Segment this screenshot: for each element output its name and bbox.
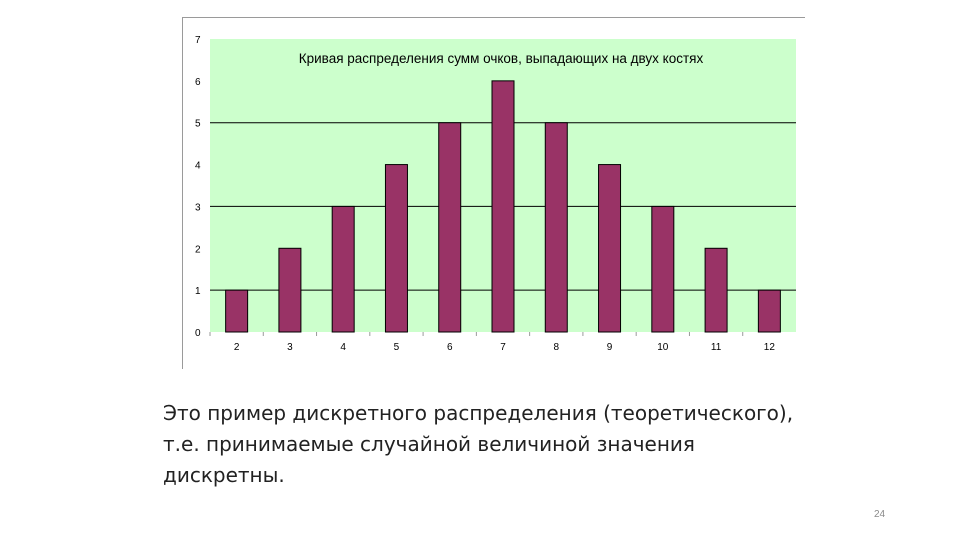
- x-tick-label: 7: [500, 342, 506, 353]
- y-tick-label: 3: [195, 202, 201, 213]
- y-tick-label: 6: [195, 77, 201, 88]
- bar-8: [544, 122, 568, 333]
- x-tick-label: 4: [340, 342, 346, 353]
- x-tick-label: 10: [657, 342, 669, 353]
- bar-7: [491, 80, 515, 333]
- bar-12: [757, 289, 781, 333]
- bar-6: [438, 122, 462, 333]
- x-axis-ticks: 2 3 4 5 6 7 8 9 10 11 12: [209, 332, 776, 353]
- bar-4: [331, 205, 355, 333]
- bar-5: [384, 164, 408, 333]
- y-tick-label: 7: [195, 35, 201, 46]
- x-tick-label: 3: [287, 342, 293, 353]
- page-number: 24: [874, 509, 886, 520]
- y-tick-label: 1: [195, 286, 201, 297]
- bar-10: [651, 205, 675, 333]
- bar-9: [598, 164, 622, 333]
- chart-title: Кривая распределения сумм очков, выпадаю…: [299, 51, 704, 66]
- y-tick-label: 5: [195, 119, 201, 130]
- bar-11: [704, 247, 728, 333]
- x-tick-label: 6: [447, 342, 453, 353]
- bars: [225, 80, 781, 333]
- y-axis-ticks: 0 1 2 3 4 5 6 7: [195, 35, 201, 339]
- caption-text: Это пример дискретного распределения (те…: [163, 401, 794, 487]
- bar-2: [225, 289, 249, 333]
- x-tick-label: 5: [394, 342, 400, 353]
- x-tick-label: 9: [607, 342, 613, 353]
- x-tick-label: 12: [764, 342, 776, 353]
- x-tick-label: 11: [711, 342, 722, 353]
- x-tick-label: 8: [553, 342, 559, 353]
- x-tick-label: 2: [234, 342, 240, 353]
- y-tick-label: 0: [195, 328, 201, 339]
- bar-3: [278, 247, 302, 333]
- y-tick-label: 2: [195, 244, 201, 255]
- y-tick-label: 4: [195, 161, 201, 172]
